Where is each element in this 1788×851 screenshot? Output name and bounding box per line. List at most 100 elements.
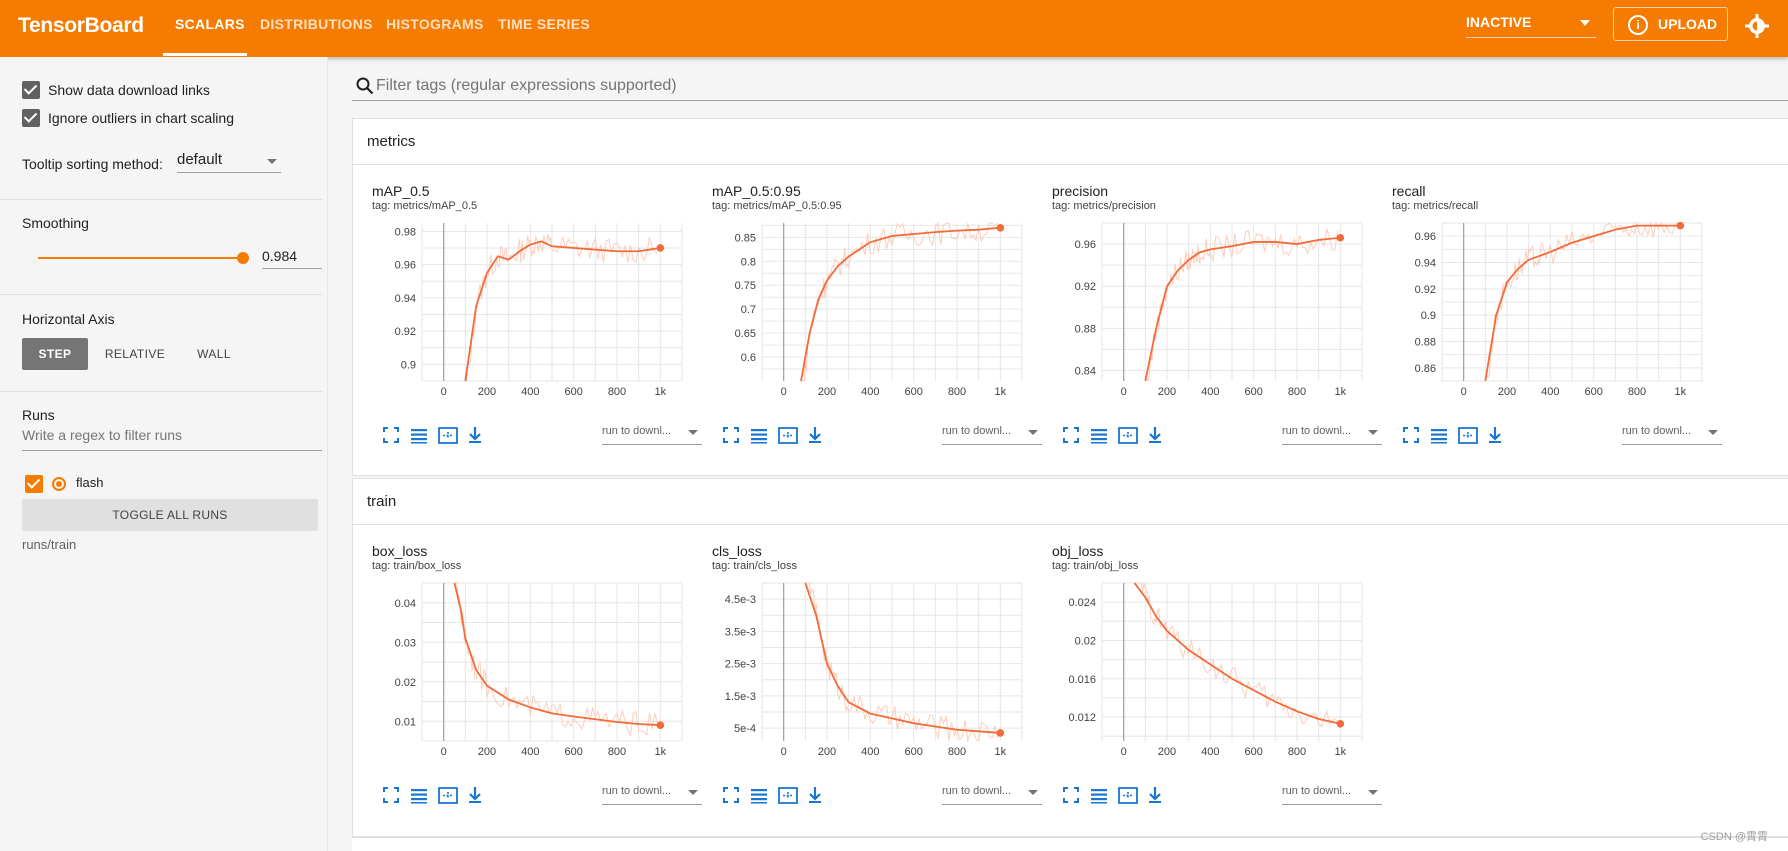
fullscreen-icon[interactable]: [722, 786, 742, 804]
run-flash-checkbox[interactable]: [25, 475, 43, 493]
fit-domain-icon[interactable]: [778, 786, 798, 804]
fullscreen-icon[interactable]: [1402, 426, 1422, 444]
info-icon: i: [1628, 15, 1648, 35]
x-tick-label: 0: [441, 386, 447, 398]
smoothing-input[interactable]: 0.984: [262, 245, 322, 269]
y-tick-label: 0.96: [1075, 239, 1096, 251]
run-download-select[interactable]: run to downl...: [942, 785, 1042, 805]
run-download-select[interactable]: run to downl...: [1282, 785, 1382, 805]
y-tick-label: 0.92: [1415, 284, 1436, 296]
fit-domain-icon[interactable]: [438, 426, 458, 444]
tab-distributions[interactable]: DISTRIBUTIONS: [260, 16, 373, 32]
raw-series-line: [1134, 582, 1338, 728]
fullscreen-icon[interactable]: [382, 786, 402, 804]
chevron-down-icon: [267, 159, 277, 164]
y-tick-label: 0.6: [741, 352, 756, 364]
tag-filter[interactable]: Filter tags (regular expressions support…: [352, 65, 1788, 101]
toggle-log-scale-icon[interactable]: [750, 426, 770, 444]
toggle-all-runs-button[interactable]: TOGGLE ALL RUNS: [22, 499, 318, 531]
chart-plot[interactable]: 0 200 400 600 800 1k 5e-4 1.5e-3 2.5e-3 3.5e-3 4.5…: [692, 573, 1032, 763]
y-tick-label: 0.85: [735, 232, 756, 244]
fit-domain-icon[interactable]: [1118, 786, 1138, 804]
run-download-select[interactable]: run to downl...: [1282, 425, 1382, 445]
toggle-log-scale-icon[interactable]: [1430, 426, 1450, 444]
fullscreen-icon[interactable]: [1062, 786, 1082, 804]
series-line: [800, 226, 1001, 382]
fit-domain-icon[interactable]: [438, 786, 458, 804]
group-title[interactable]: metrics: [367, 133, 416, 150]
fullscreen-icon[interactable]: [722, 426, 742, 444]
chart-plot[interactable]: 0 200 400 600 800 1k 0.84 0.88 0.92 0.96: [1032, 213, 1372, 403]
raw-series-line: [1144, 228, 1339, 383]
y-tick-label: 0.96: [395, 260, 416, 272]
chart-tag: tag: train/box_loss: [372, 560, 462, 572]
smoothing-slider-track[interactable]: [38, 257, 243, 259]
raw-series-line: [454, 582, 659, 738]
y-tick-label: 0.7: [741, 304, 756, 316]
runs-filter-input[interactable]: Write a regex to filter runs: [22, 427, 322, 451]
run-download-label: run to downl...: [1282, 785, 1352, 797]
toggle-log-scale-icon[interactable]: [410, 786, 430, 804]
toggle-log-scale-icon[interactable]: [1090, 786, 1110, 804]
x-tick-label: 200: [1498, 386, 1516, 398]
sidebar: Show data download links Ignore outliers…: [0, 57, 328, 851]
run-download-label: run to downl...: [942, 785, 1012, 797]
run-download-select[interactable]: run to downl...: [1622, 425, 1722, 445]
fit-domain-icon[interactable]: [1118, 426, 1138, 444]
tab-time-series[interactable]: TIME SERIES: [498, 16, 590, 32]
download-icon[interactable]: [1486, 426, 1506, 444]
x-tick-label: 1k: [655, 386, 667, 398]
divider: [0, 199, 322, 200]
upload-button[interactable]: i UPLOAD: [1613, 7, 1728, 41]
fit-domain-icon[interactable]: [778, 426, 798, 444]
run-download-select[interactable]: run to downl...: [602, 425, 702, 445]
divider: [0, 294, 322, 295]
x-tick-label: 600: [564, 746, 582, 758]
smoothing-slider-thumb[interactable]: [237, 252, 249, 264]
download-icon[interactable]: [806, 426, 826, 444]
y-tick-label: 0.8: [741, 256, 756, 268]
x-tick-label: 800: [948, 746, 966, 758]
download-icon[interactable]: [1146, 786, 1166, 804]
download-icon[interactable]: [466, 786, 486, 804]
chart-plot[interactable]: 0 200 400 600 800 1k 0.9 0.92 0.94 0.96 0.98: [352, 213, 692, 403]
toggle-log-scale-icon[interactable]: [750, 786, 770, 804]
chart-plot[interactable]: 0 200 400 600 800 1k 0.012 0.016 0.02 0.024: [1032, 573, 1372, 763]
tab-scalars[interactable]: SCALARS: [175, 16, 245, 32]
run-flash-radio[interactable]: [52, 477, 66, 491]
ignore-outliers-checkbox[interactable]: [22, 109, 40, 127]
axis-wall-button[interactable]: WALL: [197, 347, 231, 361]
plugin-status-select[interactable]: INACTIVE: [1466, 14, 1596, 38]
download-icon[interactable]: [806, 786, 826, 804]
fullscreen-icon[interactable]: [382, 426, 402, 444]
y-tick-label: 0.94: [395, 293, 416, 305]
run-download-select[interactable]: run to downl...: [602, 785, 702, 805]
chart-tag: tag: train/cls_loss: [712, 560, 797, 572]
tab-histograms[interactable]: HISTOGRAMS: [386, 16, 484, 32]
toggle-log-scale-icon[interactable]: [1090, 426, 1110, 444]
group-title[interactable]: train: [367, 493, 397, 510]
download-icon[interactable]: [1146, 426, 1166, 444]
chart-plot[interactable]: 0 200 400 600 800 1k 0.6 0.65 0.7 0.75 0.8 0.85: [692, 213, 1032, 403]
x-tick-label: 1k: [655, 746, 667, 758]
app-brand[interactable]: TensorBoard: [18, 14, 144, 37]
run-download-select[interactable]: run to downl...: [942, 425, 1042, 445]
chart-plot[interactable]: 0 200 400 600 800 1k 0.86 0.88 0.9 0.92 0.94 0.96: [1372, 213, 1712, 403]
download-icon[interactable]: [466, 426, 486, 444]
x-tick-label: 600: [904, 746, 922, 758]
axis-step-button[interactable]: STEP: [22, 338, 88, 370]
series-line: [453, 582, 661, 727]
tooltip-sort-select[interactable]: default: [177, 151, 281, 173]
fullscreen-icon[interactable]: [1062, 426, 1082, 444]
tooltip-sort-label: Tooltip sorting method:: [22, 156, 163, 172]
show-download-links-checkbox[interactable]: [22, 81, 40, 99]
chart-plot[interactable]: 0 200 400 600 800 1k 0.01 0.02 0.03 0.04: [352, 573, 692, 763]
chevron-down-icon: [1368, 790, 1378, 795]
y-tick-label: 0.92: [1075, 281, 1096, 293]
chevron-down-icon: [1580, 20, 1590, 26]
axis-relative-button[interactable]: RELATIVE: [104, 347, 166, 361]
toggle-log-scale-icon[interactable]: [410, 426, 430, 444]
fit-domain-icon[interactable]: [1458, 426, 1478, 444]
brightness-icon[interactable]: [1745, 14, 1769, 38]
x-tick-label: 800: [608, 746, 626, 758]
